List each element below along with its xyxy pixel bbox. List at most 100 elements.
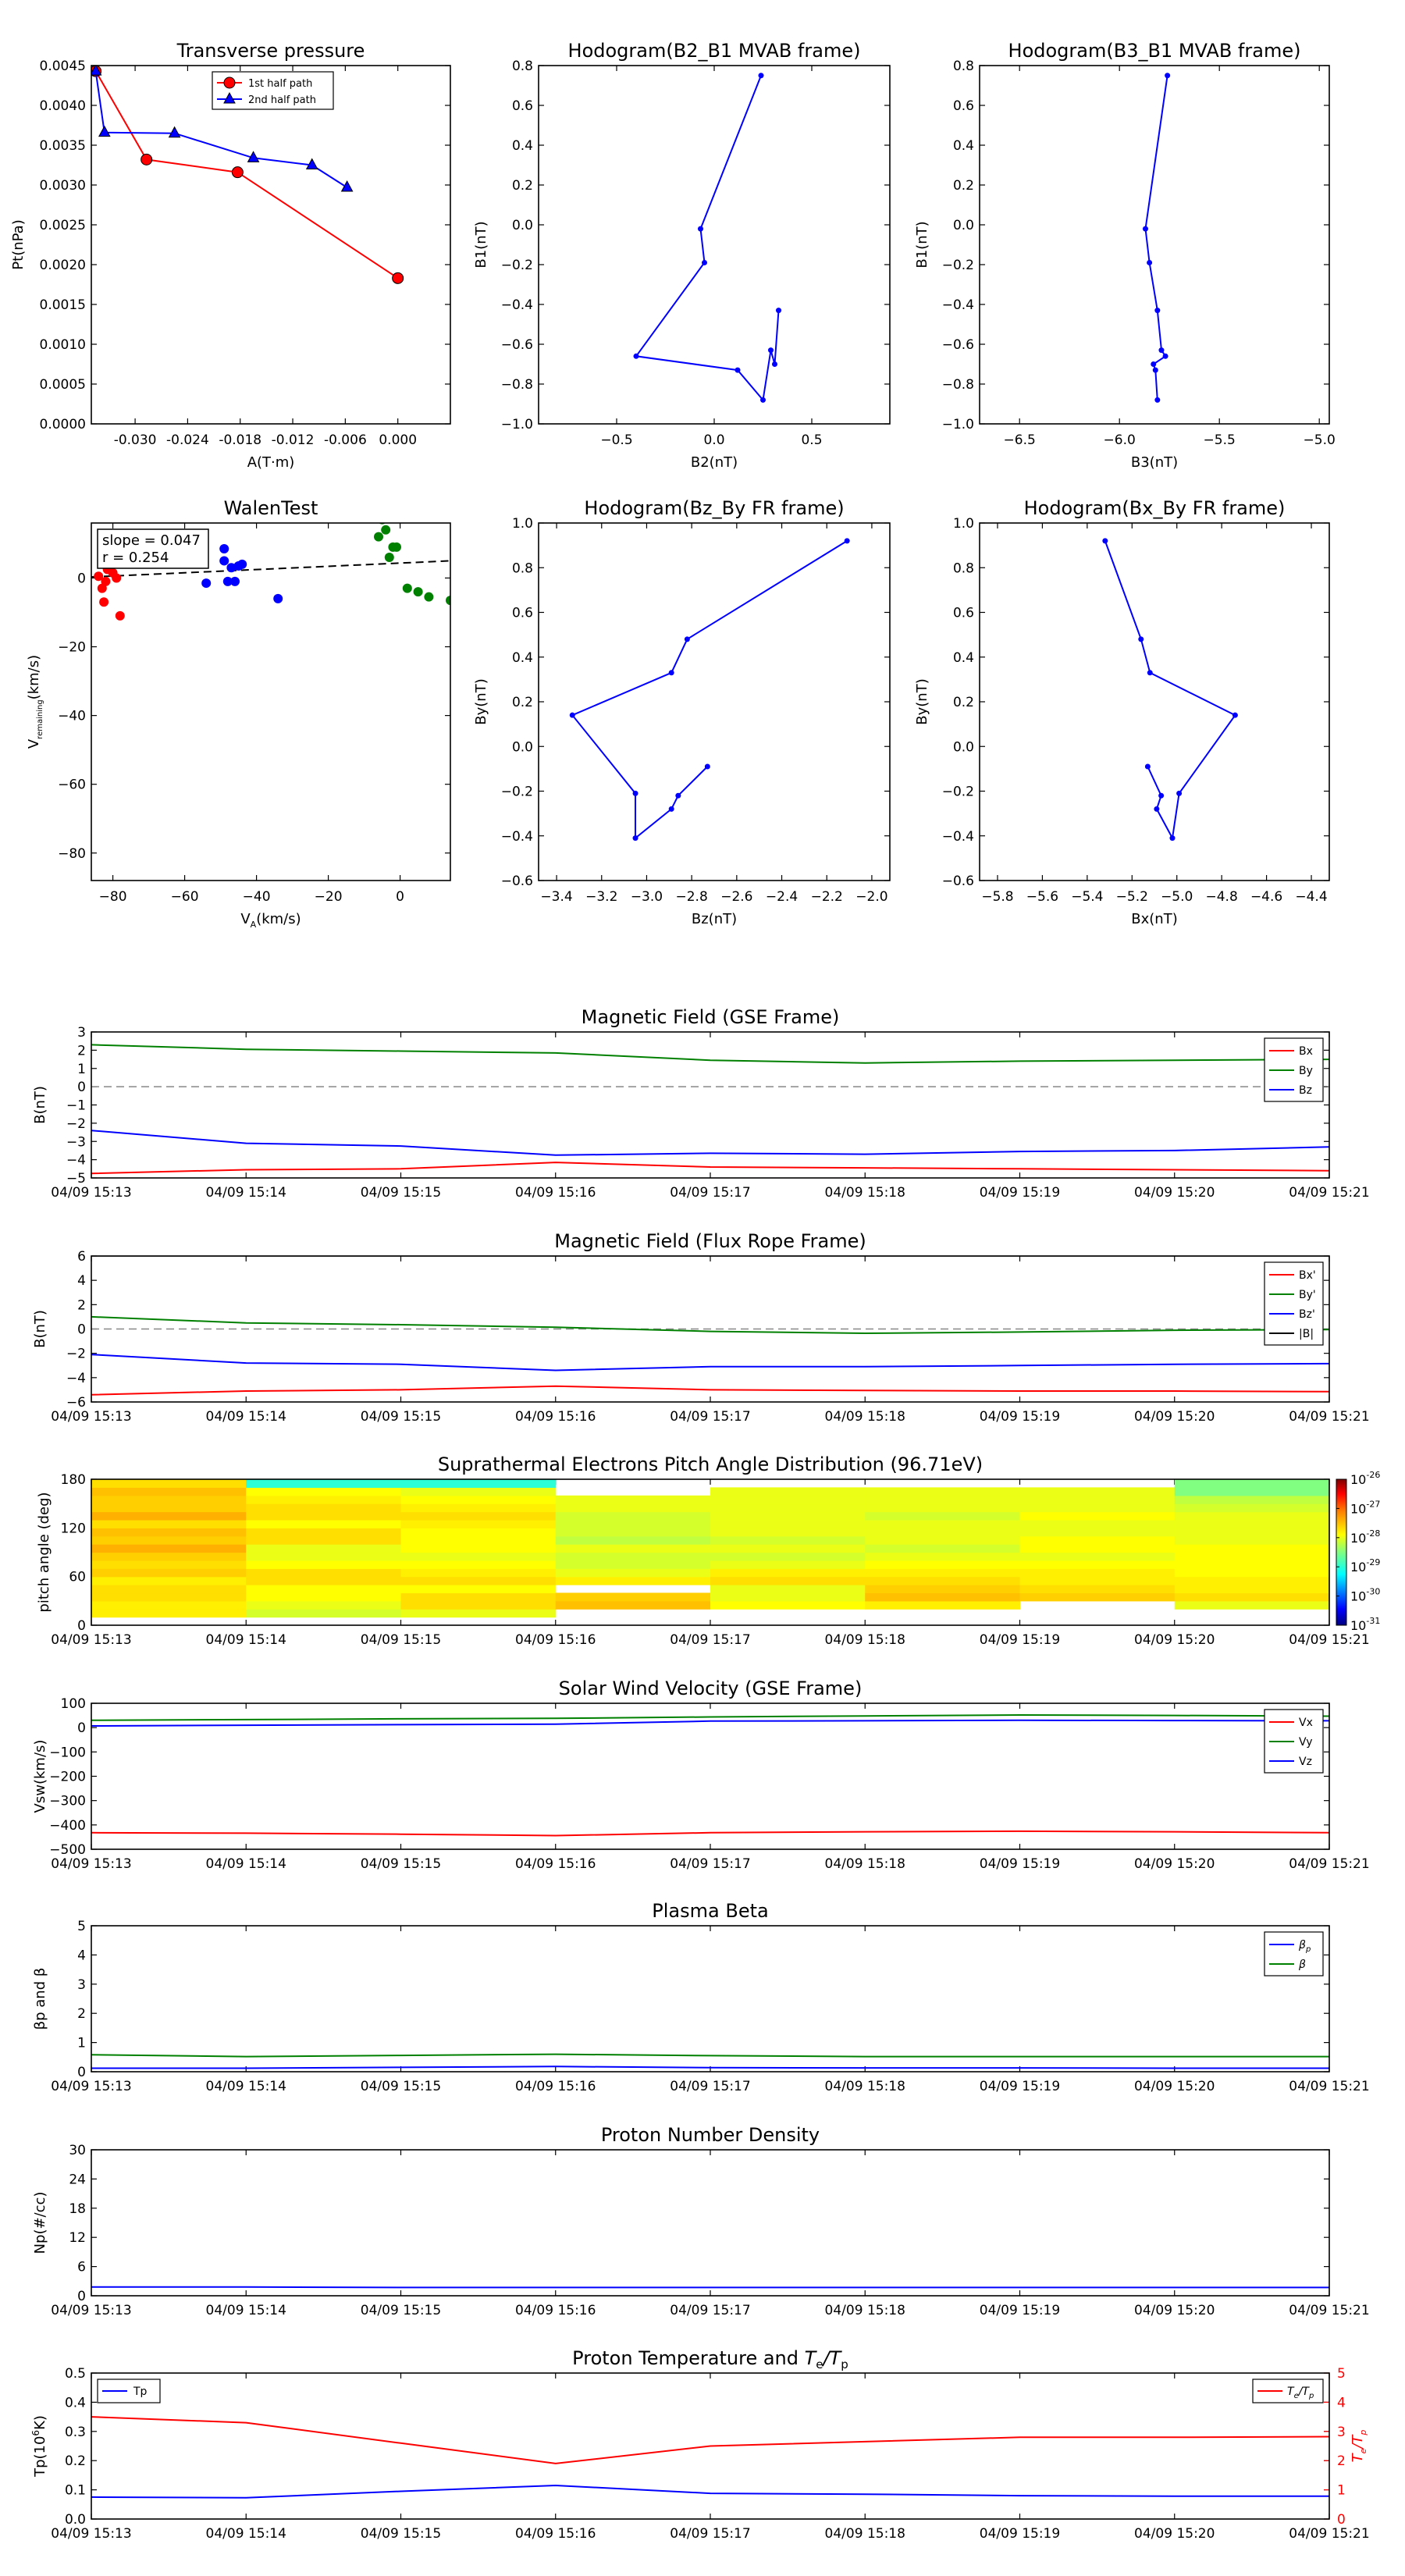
y-tick-label: 5: [77, 1919, 86, 1934]
heatmap-cell: [865, 1552, 1021, 1561]
data-point: [230, 576, 240, 586]
heatmap-cell: [400, 1511, 557, 1521]
y-tick-label: 0: [77, 1618, 86, 1634]
legend-label: Vz: [1299, 1756, 1312, 1768]
y-tick-label: 6: [77, 1249, 86, 1265]
data-point: [1176, 790, 1183, 796]
data-point: [1158, 792, 1165, 799]
heatmap-cell: [246, 1592, 402, 1602]
legend-label: By': [1299, 1289, 1316, 1301]
x-tick-label: 04/09 15:16: [515, 1185, 596, 1201]
data-point: [140, 153, 153, 165]
x-tick-label: -0.006: [324, 432, 367, 448]
heatmap-cell: [865, 1560, 1021, 1569]
plot-frame: [91, 1478, 1330, 1626]
legend-label: Vx: [1299, 1717, 1313, 1729]
heatmap-cell: [1019, 1528, 1176, 1537]
x-tick-label: 04/09 15:13: [51, 2079, 131, 2094]
x-tick-label: 04/09 15:20: [1134, 2526, 1215, 2542]
heatmap-cell: [400, 1609, 557, 1618]
heatmap-cell: [246, 1503, 402, 1513]
x-tick-label: −5.4: [1071, 889, 1103, 905]
heatmap-cell: [710, 1552, 866, 1561]
heatmap-cell: [91, 1552, 247, 1561]
heatmap-cell: [555, 1544, 711, 1553]
y-tick-label: 0.4: [65, 2395, 86, 2411]
heatmap-cell: [555, 1535, 711, 1545]
x-tick-label: 0.0: [703, 432, 724, 448]
y-axis-label: Vremaining(km/s): [26, 655, 44, 749]
x-tick-label: 04/09 15:19: [980, 1856, 1060, 1872]
plot-area: [91, 1256, 1329, 1396]
x-axis-label: B3(nT): [1131, 454, 1178, 471]
data-point: [1151, 361, 1157, 367]
y-tick-label: −80: [58, 846, 86, 862]
y-tick-label: −2: [66, 1116, 86, 1132]
colorbar-tick-label: 10-27: [1350, 1499, 1380, 1516]
heatmap-cell: [865, 1503, 1021, 1513]
x-tick-label: −2.8: [676, 889, 708, 905]
y-tick-label: 3: [77, 1025, 86, 1041]
x-tick-label: 04/09 15:14: [206, 2079, 286, 2094]
y-tick-label: 120: [61, 1521, 86, 1536]
heatmap-cell: [91, 1560, 247, 1569]
heatmap-cell: [1174, 1495, 1330, 1504]
y-tick-label: 2: [77, 1043, 86, 1059]
heatmap-cell: [1174, 1568, 1330, 1578]
y-tick-label: 1: [77, 1062, 86, 1077]
chart-title: Proton Temperature and Te/Tp: [572, 2347, 848, 2371]
heatmap-cell: [400, 1528, 557, 1537]
heatmap-cell: [246, 1487, 402, 1496]
x-tick-label: 04/09 15:16: [515, 2079, 596, 2094]
heatmap-cell: [91, 1479, 247, 1488]
chart-title: Plasma Beta: [652, 1900, 768, 1922]
y-tick-label: −0.8: [942, 377, 974, 393]
x-tick-label: 04/09 15:15: [361, 1632, 441, 1648]
y-right-tick-label: 3: [1337, 2425, 1346, 2440]
heatmap-cell: [555, 1552, 711, 1561]
heatmap-cell: [91, 1487, 247, 1496]
y-right-axis-label: Te/Tp: [1350, 2430, 1368, 2463]
heatmap-cell: [246, 1552, 402, 1561]
y-tick-label: 0.0015: [40, 297, 86, 313]
heatmap-cell: [865, 1528, 1021, 1537]
heatmap-cell: [865, 1592, 1021, 1602]
data-point: [772, 361, 777, 367]
y-tick-label: −40: [58, 709, 86, 724]
data-point: [675, 792, 681, 799]
x-tick-label: 04/09 15:18: [825, 2526, 905, 2542]
data-point: [668, 806, 674, 812]
heatmap-cell: [555, 1495, 711, 1504]
x-tick-label: 04/09 15:16: [515, 2303, 596, 2318]
x-tick-label: −5.6: [1026, 889, 1058, 905]
heatmap-cell: [400, 1552, 557, 1561]
data-point: [702, 259, 707, 265]
x-tick-label: 04/09 15:19: [980, 2526, 1060, 2542]
plot-area: [633, 73, 781, 403]
x-tick-label: 04/09 15:17: [670, 2526, 750, 2542]
series-line-By: [91, 1044, 1329, 1064]
heatmap-cell: [865, 1585, 1021, 1594]
x-tick-label: −0.5: [600, 432, 632, 448]
x-tick-label: 04/09 15:21: [1289, 2526, 1369, 2542]
heatmap-cell: [400, 1519, 557, 1528]
data-point: [101, 576, 111, 586]
y-tick-label: −100: [49, 1745, 86, 1760]
heatmap-cell: [710, 1495, 866, 1504]
y-tick-label: −200: [49, 1770, 86, 1785]
x-axis-label: VA(km/s): [240, 911, 301, 930]
heatmap-cell: [1174, 1592, 1330, 1602]
y-tick-label: −0.4: [501, 297, 533, 313]
heatmap-cell: [1019, 1503, 1176, 1513]
x-tick-label: 04/09 15:14: [206, 1632, 286, 1648]
heatmap-cell: [246, 1535, 402, 1545]
y-tick-label: −500: [49, 1842, 86, 1858]
x-tick-label: 04/09 15:20: [1134, 1632, 1215, 1648]
series-line-1st half path: [94, 70, 399, 279]
data-point: [1232, 712, 1238, 718]
x-tick-label: 04/09 15:17: [670, 1185, 750, 1201]
heatmap-cell: [710, 1528, 866, 1537]
heatmap-cell: [1019, 1495, 1176, 1504]
data-point: [340, 180, 354, 192]
heatmap-cell: [246, 1585, 402, 1594]
